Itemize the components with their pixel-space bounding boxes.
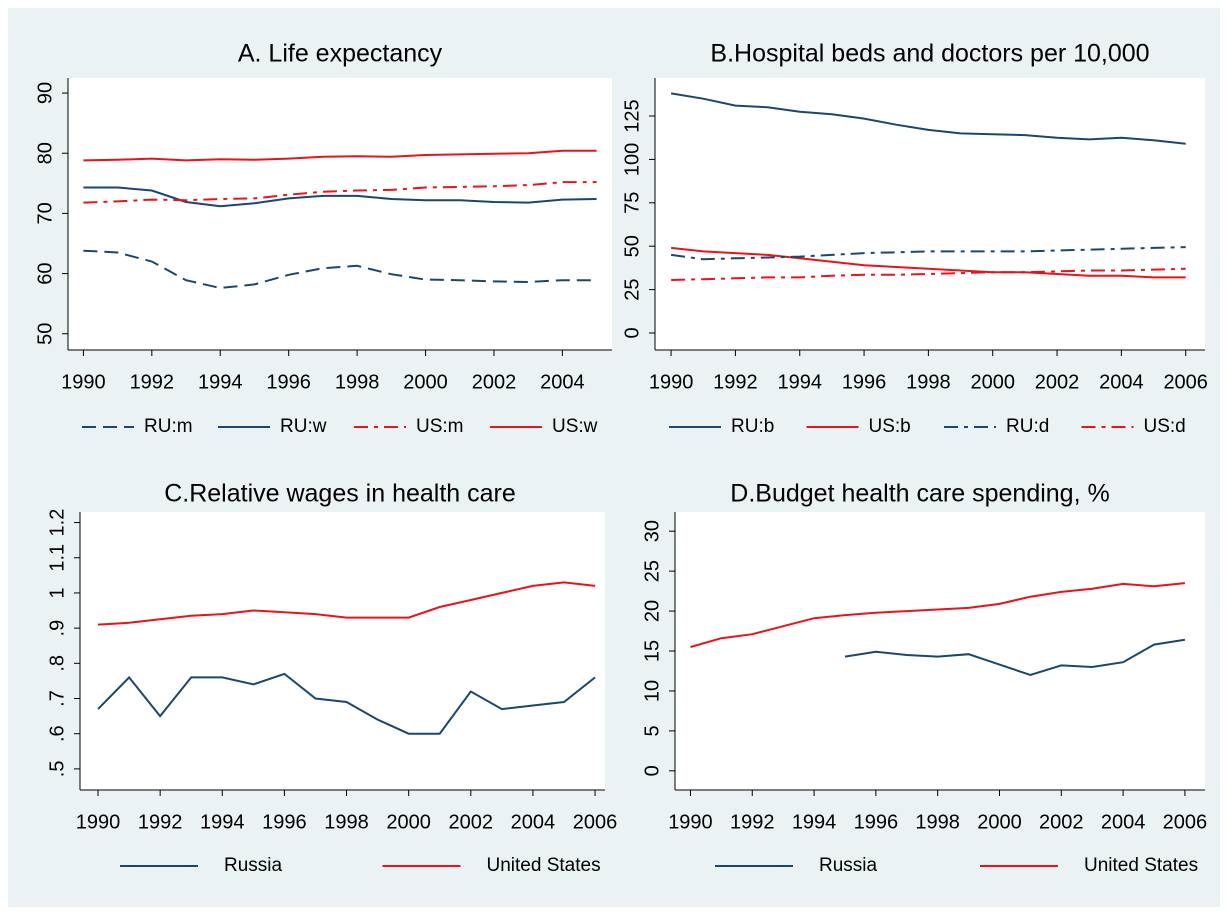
legend-label: RU:w <box>280 416 327 437</box>
x-tick-label: 2004 <box>511 811 556 833</box>
y-tick-label: .9 <box>46 620 68 637</box>
chart-title: D.Budget health care spending, % <box>730 480 1109 508</box>
x-tick-label: 1998 <box>906 371 951 393</box>
x-tick-label: 1994 <box>200 811 245 833</box>
x-tick-label: 2000 <box>970 371 1015 393</box>
legend-label: US:m <box>416 416 464 437</box>
y-tick-label: 10 <box>641 680 663 702</box>
x-tick-label: 1992 <box>138 811 183 833</box>
x-tick-label: 2006 <box>1163 371 1208 393</box>
legend-label: US:b <box>869 416 911 437</box>
legend-label: RU:b <box>731 416 774 437</box>
y-tick-label: 20 <box>641 600 663 622</box>
y-tick-label: 60 <box>34 262 56 284</box>
y-tick-label: 50 <box>34 323 56 345</box>
x-tick-label: 2000 <box>386 811 431 833</box>
x-tick-label: 2000 <box>977 811 1022 833</box>
y-tick-label: 70 <box>34 202 56 224</box>
plot-region <box>655 78 1205 350</box>
y-tick-label: 125 <box>621 99 643 132</box>
x-tick-label: 2002 <box>449 811 494 833</box>
x-tick-label: 1990 <box>61 371 106 393</box>
series-line <box>844 638 1186 677</box>
x-tick-label: 2000 <box>403 371 448 393</box>
x-tick-label: 1996 <box>266 371 311 393</box>
legend-label: US:w <box>552 416 598 437</box>
x-tick-label: 1996 <box>262 811 307 833</box>
x-tick-label: 2006 <box>1163 811 1208 833</box>
x-tick-label: 1996 <box>854 811 899 833</box>
series-line <box>670 246 1186 279</box>
plot-region <box>80 512 605 790</box>
y-tick-label: 30 <box>641 520 663 542</box>
x-tick-label: 1998 <box>324 811 369 833</box>
chart-title: A. Life expectancy <box>238 40 443 68</box>
x-tick-label: 2004 <box>540 371 585 393</box>
x-tick-label: 1992 <box>730 811 775 833</box>
x-tick-label: 2002 <box>1039 811 1084 833</box>
y-tick-label: .8 <box>46 655 68 672</box>
x-tick-label: 1994 <box>198 371 243 393</box>
y-tick-label: 1.2 <box>46 509 68 537</box>
y-tick-label: 80 <box>34 142 56 164</box>
y-tick-label: .6 <box>46 725 68 742</box>
series-line <box>83 186 597 208</box>
y-tick-label: .7 <box>46 690 68 707</box>
plot-region <box>675 512 1205 790</box>
x-tick-label: 1996 <box>842 371 887 393</box>
series-line <box>97 581 596 626</box>
y-tick-label: 5 <box>641 725 663 736</box>
series-line <box>83 249 597 290</box>
series-line <box>97 672 596 735</box>
y-tick-label: 0 <box>621 327 643 338</box>
x-tick-label: 1994 <box>777 371 822 393</box>
x-tick-label: 2004 <box>1101 811 1146 833</box>
y-tick-label: 1.1 <box>46 544 68 572</box>
y-tick-label: 15 <box>641 640 663 662</box>
series-line <box>670 92 1186 145</box>
x-tick-label: 1990 <box>76 811 121 833</box>
series-line <box>83 149 597 162</box>
legend-label: US:d <box>1144 416 1186 437</box>
series-line <box>83 181 597 204</box>
x-tick-label: 2006 <box>573 811 618 833</box>
plot-region <box>68 78 612 350</box>
legend-label: United States <box>487 855 601 876</box>
y-tick-label: 0 <box>641 765 663 776</box>
legend-label: Russia <box>819 855 878 876</box>
x-tick-label: 1990 <box>649 371 694 393</box>
x-tick-label: 1998 <box>335 371 380 393</box>
legend-label: United States <box>1084 855 1198 876</box>
y-tick-label: 100 <box>621 143 643 176</box>
series-line <box>690 582 1186 648</box>
x-tick-label: 2002 <box>472 371 517 393</box>
legend-label: RU:d <box>1006 416 1049 437</box>
series-line <box>670 246 1186 261</box>
y-tick-label: .5 <box>46 761 68 778</box>
legend-label: RU:m <box>144 416 193 437</box>
x-tick-label: 1992 <box>713 371 758 393</box>
legend-label: Russia <box>224 855 283 876</box>
y-tick-label: 90 <box>34 82 56 104</box>
y-tick-label: 75 <box>621 192 643 214</box>
x-tick-label: 1990 <box>668 811 713 833</box>
y-tick-label: 50 <box>621 235 643 257</box>
series-line <box>671 267 1186 281</box>
chart-title: C.Relative wages in health care <box>164 480 516 508</box>
x-tick-label: 1994 <box>792 811 837 833</box>
x-tick-label: 2002 <box>1035 371 1080 393</box>
x-tick-label: 1992 <box>130 371 175 393</box>
x-tick-label: 1998 <box>915 811 960 833</box>
x-tick-label: 2004 <box>1099 371 1144 393</box>
y-tick-label: 25 <box>621 278 643 300</box>
y-tick-label: 25 <box>641 560 663 582</box>
chart-title: B.Hospital beds and doctors per 10,000 <box>710 40 1149 68</box>
y-tick-label: 1 <box>46 587 68 598</box>
